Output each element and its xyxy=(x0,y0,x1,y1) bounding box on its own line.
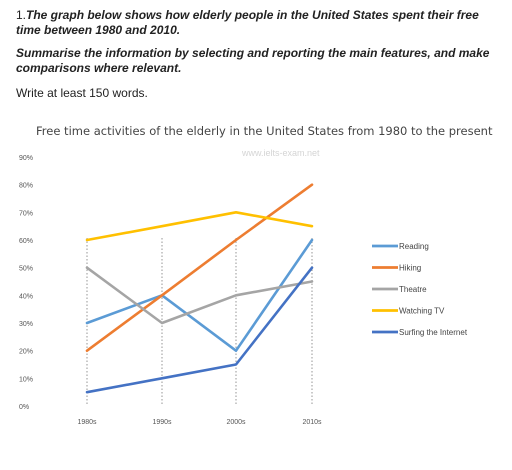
x-axis: 1980s 1990s 2000s 2010s xyxy=(77,419,322,426)
y-tick-label: 40% xyxy=(19,293,33,300)
task-number: 1. xyxy=(16,8,27,22)
y-tick-label: 10% xyxy=(19,376,33,383)
x-tick-label: 1990s xyxy=(152,419,172,426)
legend-label-watching-tv: Watching TV xyxy=(399,307,445,316)
y-tick-label: 30% xyxy=(19,321,33,328)
series-line-hiking xyxy=(85,183,314,353)
series-line-surfing-the-internet xyxy=(85,266,314,394)
watermark: www.ielts-exam.net xyxy=(241,148,320,158)
chart-series xyxy=(85,183,314,394)
task-prompt: 1.The graph below shows how elderly peop… xyxy=(16,8,496,107)
x-tick-label: 2000s xyxy=(226,419,246,426)
y-axis: 0% 10% 20% 30% 40% 50% 60% 70% 80% 90% xyxy=(19,155,33,411)
y-tick-label: 80% xyxy=(19,183,33,190)
legend-label-theatre: Theatre xyxy=(399,285,427,294)
y-tick-label: 60% xyxy=(19,238,33,245)
legend-label-hiking: Hiking xyxy=(399,264,421,273)
series-line-reading xyxy=(85,238,314,353)
x-tick-label: 1980s xyxy=(77,419,97,426)
y-tick-label: 70% xyxy=(19,210,33,217)
chart-title: Free time activities of the elderly in t… xyxy=(36,124,493,138)
task-instruction: Summarise the information by selecting a… xyxy=(16,46,490,75)
y-tick-label: 90% xyxy=(19,155,33,162)
series-line-watching-tv xyxy=(85,211,314,242)
task-word-count: Write at least 150 words. xyxy=(16,86,148,100)
task-title: 1.The graph below shows how elderly peop… xyxy=(16,8,496,38)
legend-label-reading: Reading xyxy=(399,242,429,251)
legend-label-surfing-the-internet: Surfing the Internet xyxy=(399,328,468,337)
task-title-text: The graph below shows how elderly people… xyxy=(16,8,479,37)
series-line-theatre xyxy=(85,266,314,325)
chart-legend: Reading Hiking Theatre Watching TV Surfing t… xyxy=(372,242,468,337)
y-tick-label: 0% xyxy=(19,404,29,411)
y-tick-label: 50% xyxy=(19,266,33,273)
y-tick-label: 20% xyxy=(19,349,33,356)
x-tick-label: 2010s xyxy=(302,419,322,426)
